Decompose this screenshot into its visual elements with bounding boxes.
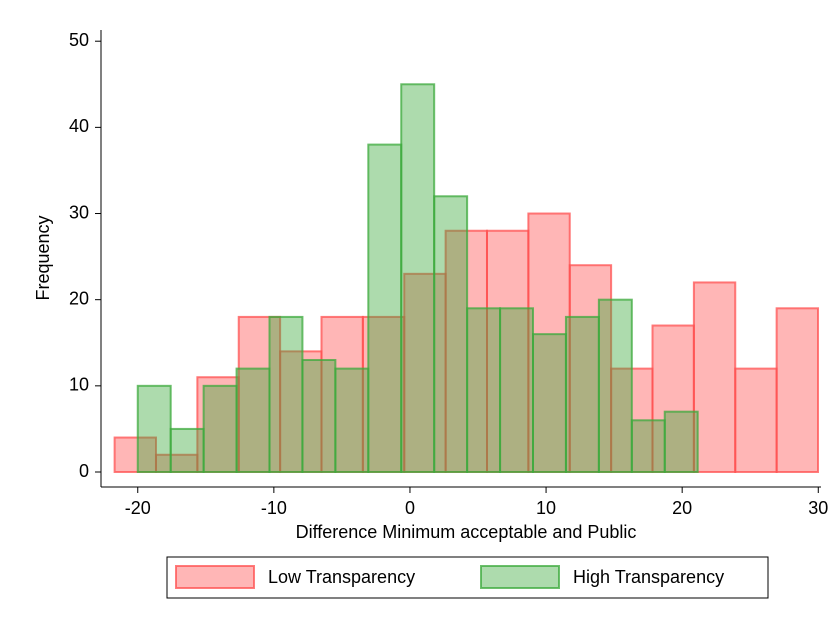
bar	[532, 333, 567, 473]
y-tick-label: 50	[69, 30, 89, 50]
x-tick-label: 30	[808, 498, 828, 518]
legend-label: Low Transparency	[268, 567, 415, 587]
bar	[630, 419, 666, 474]
bar	[485, 229, 530, 473]
bar	[400, 83, 436, 473]
x-axis-label: Difference Minimum acceptable and Public	[296, 522, 637, 542]
bar	[334, 367, 370, 473]
bar	[564, 315, 600, 474]
y-tick-label: 30	[69, 202, 89, 222]
bar	[527, 212, 571, 473]
legend-swatch	[175, 565, 255, 589]
legend-box	[166, 556, 769, 599]
bar	[361, 315, 406, 474]
bar	[268, 315, 304, 474]
x-tick-label: -10	[261, 498, 287, 518]
x-tick-label: 20	[672, 498, 692, 518]
bar	[301, 358, 337, 473]
legend-label: High Transparency	[573, 567, 724, 587]
x-tick-label: 0	[405, 498, 415, 518]
bar	[466, 307, 502, 473]
y-tick-label: 10	[69, 375, 89, 395]
bar	[775, 307, 820, 473]
bar	[169, 427, 205, 473]
y-tick-label: 0	[79, 461, 89, 481]
x-tick-label: -20	[125, 498, 151, 518]
bar	[235, 367, 271, 473]
bar	[202, 384, 238, 473]
y-tick-label: 40	[69, 116, 89, 136]
bar	[499, 307, 534, 473]
y-axis-label: Frequency	[33, 215, 53, 300]
bar	[320, 315, 364, 474]
bar	[734, 367, 778, 473]
bar	[663, 410, 699, 473]
bar	[597, 298, 633, 473]
x-tick-label: 10	[536, 498, 556, 518]
y-tick-label: 20	[69, 288, 89, 308]
bar	[692, 281, 737, 473]
bar	[433, 195, 469, 473]
bar	[403, 272, 447, 474]
bar	[367, 143, 403, 473]
legend-swatch	[480, 565, 560, 589]
bar	[136, 384, 172, 473]
